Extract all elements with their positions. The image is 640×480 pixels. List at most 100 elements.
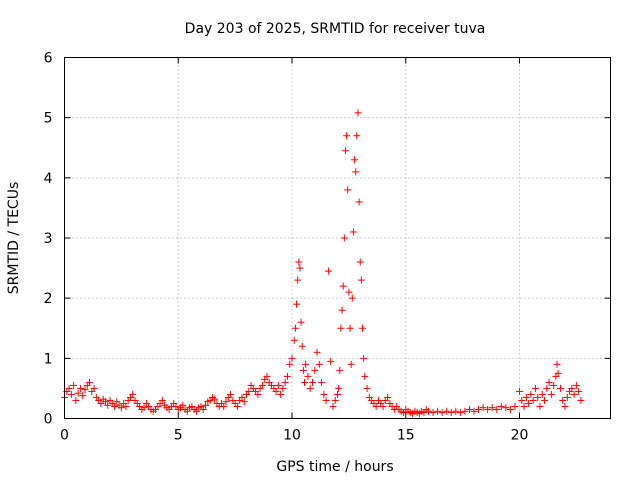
- data-point: [329, 402, 337, 410]
- x-tick-label: 10: [283, 428, 301, 444]
- data-point: [70, 381, 78, 389]
- chart-title: Day 203 of 2025, SRMTID for receiver tuv…: [185, 21, 486, 37]
- data-point: [348, 294, 356, 302]
- y-tick-label: 0: [44, 412, 53, 428]
- data-point: [288, 354, 296, 362]
- data-point: [563, 393, 571, 401]
- data-point: [311, 366, 319, 374]
- data-point: [506, 405, 514, 413]
- data-point: [447, 408, 455, 416]
- data-point: [74, 389, 82, 397]
- data-point: [349, 228, 357, 236]
- data-point: [545, 378, 553, 386]
- data-point: [425, 407, 432, 415]
- data-point: [117, 404, 125, 412]
- data-point: [306, 384, 314, 392]
- data-point: [90, 384, 98, 392]
- data-point: [461, 407, 469, 415]
- y-axis-label: SRMTID / TECUs: [6, 182, 22, 295]
- data-point: [286, 360, 294, 368]
- data-point: [337, 324, 345, 332]
- data-point: [354, 109, 362, 117]
- data-point: [541, 396, 549, 404]
- data-point: [324, 267, 332, 275]
- data-point: [488, 404, 496, 412]
- data-point: [320, 390, 328, 398]
- data-point: [101, 398, 109, 406]
- data-point: [353, 132, 361, 140]
- data-point: [575, 387, 583, 395]
- data-point: [351, 156, 359, 164]
- data-point: [520, 402, 528, 410]
- data-point: [240, 398, 248, 406]
- data-point: [502, 404, 510, 412]
- y-tick-label: 4: [44, 171, 53, 187]
- data-point: [475, 405, 483, 413]
- data-point: [122, 402, 130, 410]
- data-point: [561, 402, 569, 410]
- data-point: [359, 324, 367, 332]
- data-point: [202, 401, 210, 409]
- data-point: [293, 300, 301, 308]
- data-point: [192, 407, 200, 415]
- data-point: [263, 372, 271, 380]
- data-point: [183, 407, 191, 415]
- data-point: [336, 366, 344, 374]
- data-point: [356, 258, 364, 266]
- data-point: [429, 408, 437, 416]
- data-point: [572, 381, 580, 389]
- data-point: [199, 405, 207, 413]
- data-point: [434, 407, 442, 415]
- x-tick-label: 5: [174, 428, 183, 444]
- data-point: [534, 393, 542, 401]
- data-point: [113, 398, 121, 406]
- data-point: [527, 390, 535, 398]
- data-point: [511, 402, 519, 410]
- data-point: [211, 395, 219, 403]
- data-point: [484, 405, 492, 413]
- x-axis-label: GPS time / hours: [276, 459, 393, 475]
- data-point: [372, 402, 380, 410]
- data-point: [158, 396, 166, 404]
- data-point: [254, 390, 262, 398]
- data-point: [531, 384, 539, 392]
- data-point: [335, 384, 343, 392]
- data-point: [65, 384, 73, 392]
- data-point: [304, 372, 312, 380]
- data-point: [497, 402, 505, 410]
- data-point: [550, 381, 558, 389]
- data-point: [343, 132, 351, 140]
- data-point: [72, 396, 80, 404]
- data-point: [352, 168, 360, 176]
- data-point: [129, 390, 137, 398]
- data-point: [301, 378, 309, 386]
- data-point: [318, 378, 326, 386]
- data-point: [297, 318, 305, 326]
- data-point: [543, 384, 551, 392]
- data-point: [294, 276, 302, 284]
- data-point: [341, 147, 349, 155]
- data-point: [79, 392, 87, 400]
- data-point: [104, 401, 112, 409]
- data-point: [347, 360, 355, 368]
- x-tick-label: 15: [397, 428, 415, 444]
- grid: [64, 57, 611, 419]
- data-point: [281, 378, 289, 386]
- data-point: [360, 354, 368, 362]
- data-point: [140, 404, 148, 412]
- data-point: [384, 393, 392, 401]
- data-point: [220, 402, 228, 410]
- data-point: [322, 396, 330, 404]
- data-point: [339, 282, 347, 290]
- data-point: [272, 387, 280, 395]
- data-point: [245, 387, 253, 395]
- data-point: [227, 390, 235, 398]
- data-points: [61, 109, 585, 418]
- data-point: [283, 372, 291, 380]
- data-point: [97, 399, 105, 407]
- data-point: [529, 396, 537, 404]
- data-point: [331, 396, 339, 404]
- data-point: [277, 390, 285, 398]
